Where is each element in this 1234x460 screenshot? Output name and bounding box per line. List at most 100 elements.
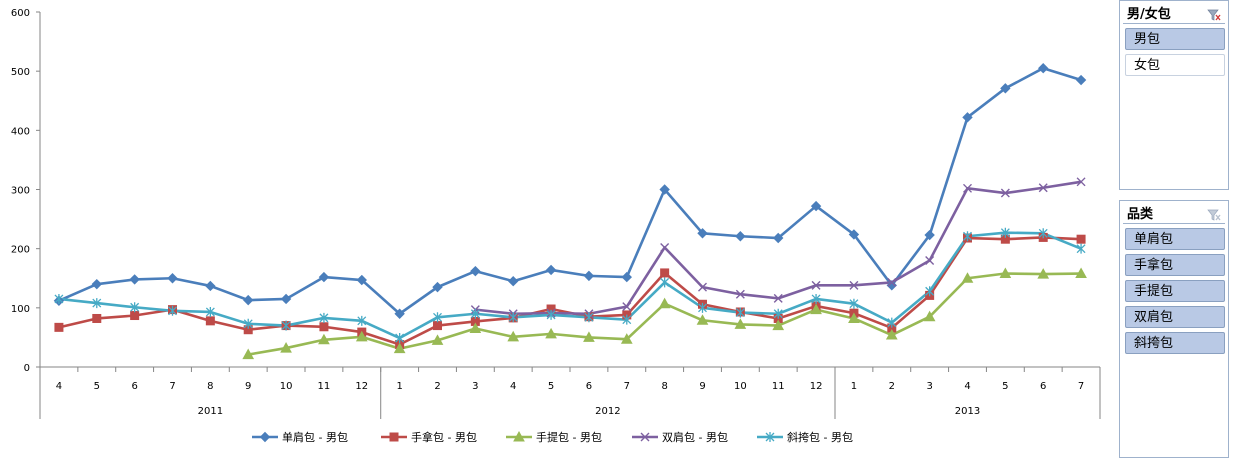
series-1-point — [621, 271, 632, 283]
x-tick-label: 7 — [169, 381, 175, 392]
series-1-point — [697, 228, 708, 239]
series-1-point — [1075, 74, 1087, 86]
series-5-point — [92, 298, 102, 309]
x-tick-label: 4 — [510, 381, 516, 392]
x-tick-label: 6 — [586, 381, 592, 392]
series-3-point — [620, 333, 633, 344]
series-5-point — [319, 312, 329, 323]
series-3-point — [999, 267, 1012, 279]
series-5-point — [1038, 228, 1048, 239]
series-line-4 — [475, 180, 1082, 316]
x-tick-label: 8 — [207, 381, 213, 392]
series-1-point — [129, 274, 140, 285]
year-label: 2013 — [955, 406, 980, 417]
series-3-point — [1037, 268, 1050, 279]
year-label: 2011 — [198, 406, 223, 417]
series-2-point — [205, 316, 215, 326]
x-tick-label: 6 — [1040, 381, 1046, 392]
series-3-point — [1075, 267, 1087, 279]
slicer-item-handbag[interactable]: 手提包 — [1125, 280, 1225, 302]
series-2-point — [660, 268, 670, 278]
series-1-point — [394, 308, 405, 319]
y-tick-label: 200 — [11, 245, 30, 256]
legend-marker — [259, 431, 271, 443]
series-1-point — [1038, 63, 1049, 74]
slicer-item-female-bag[interactable]: 女包 — [1125, 54, 1225, 76]
slicer-item-crossbody[interactable]: 斜挎包 — [1125, 332, 1225, 354]
legend-label: 双肩包 - 男包 — [662, 430, 728, 444]
chart-area: 0 100 200 300 400 500 600 4 5 6 7 8 9 10 11 12 1 2 3 4 5 6 7 8 9… — [11, 8, 1101, 444]
x-tick-label: 10 — [734, 381, 747, 392]
series-3-point — [355, 330, 368, 342]
series-1-point — [167, 273, 178, 284]
x-tick-label: 5 — [548, 381, 554, 392]
series-3-point — [696, 314, 709, 325]
y-tick-label: 600 — [11, 8, 30, 19]
series-5-point — [1076, 243, 1086, 254]
x-tick-label: 2 — [434, 381, 440, 392]
slicer-item-backpack[interactable]: 双肩包 — [1125, 306, 1225, 328]
series-1-point — [1000, 83, 1011, 94]
x-tick-label: 7 — [1078, 381, 1084, 392]
series-5-point — [281, 320, 291, 331]
series-5-point — [243, 318, 253, 329]
series-1-point — [508, 276, 519, 287]
clear-filter-icon[interactable] — [1207, 6, 1221, 21]
series-1-point — [91, 278, 102, 290]
series-5-point — [470, 308, 480, 319]
y-tick-label: 0 — [24, 363, 30, 374]
series-3-point — [658, 297, 671, 309]
slicer-title: 男/女包 — [1127, 6, 1171, 22]
series-1-point — [545, 264, 557, 276]
series-1-point — [848, 229, 860, 240]
x-tick-label: 11 — [772, 381, 785, 392]
series-5-point — [698, 302, 707, 313]
series-4-point — [887, 277, 897, 287]
series-5-point — [1000, 227, 1010, 238]
series-1-point — [659, 184, 670, 195]
clear-filter-icon[interactable] — [1207, 206, 1221, 221]
x-tick-label: 5 — [94, 381, 100, 392]
series-2-point — [1076, 234, 1086, 244]
slicer-item-male-bag[interactable]: 男包 — [1125, 28, 1225, 50]
series-3-point — [583, 331, 595, 342]
series-1-point — [205, 280, 216, 292]
series-5-point — [660, 277, 670, 288]
series-5-point — [963, 231, 972, 242]
series-1-point — [810, 200, 822, 212]
series-3-point — [810, 303, 822, 315]
x-tick-label: 10 — [280, 381, 293, 392]
series-4-point — [811, 280, 821, 290]
series-3-point — [242, 348, 255, 360]
series-1-point — [356, 274, 367, 286]
series-5-point — [735, 307, 745, 318]
slicer-item-clutch[interactable]: 手拿包 — [1125, 254, 1225, 276]
y-tick-label: 500 — [11, 67, 30, 78]
series-4-point — [698, 282, 707, 292]
series-4-point — [1000, 188, 1010, 198]
slicer-header: 男/女包 — [1123, 1, 1225, 24]
slicer-item-shoulder-bag[interactable]: 单肩包 — [1125, 228, 1225, 250]
x-tick-label: 3 — [926, 381, 932, 392]
series-1-point — [318, 271, 330, 283]
x-tick-label: 8 — [661, 381, 667, 392]
series-3-point — [961, 272, 974, 283]
series-5-point — [395, 333, 405, 344]
series-4-point — [660, 242, 670, 252]
x-tick-label: 6 — [131, 381, 137, 392]
series-5-point — [773, 308, 783, 319]
y-tick-label: 100 — [11, 304, 30, 315]
y-tick-label: 400 — [11, 126, 30, 137]
series-3-point — [318, 333, 330, 345]
legend-marker — [765, 432, 775, 442]
year-label: 2012 — [595, 406, 620, 417]
series-1-point — [243, 294, 254, 306]
series-5-point — [849, 298, 859, 309]
series-4-point — [963, 183, 972, 193]
x-tick-label: 2 — [889, 381, 895, 392]
x-tick-label: 11 — [318, 381, 331, 392]
x-tick-label: 3 — [472, 381, 478, 392]
series-line-1 — [58, 66, 1082, 316]
x-tick-label: 5 — [1002, 381, 1008, 392]
series-line-5 — [58, 231, 1082, 340]
